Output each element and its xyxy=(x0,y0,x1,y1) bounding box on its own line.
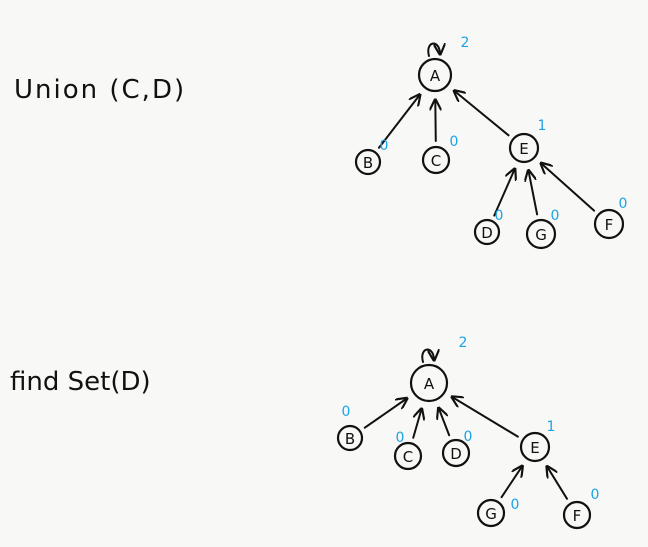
edge-b-to-a xyxy=(363,399,406,429)
node-circle xyxy=(473,218,501,246)
node-b: B0 xyxy=(336,404,364,452)
node-f: F0 xyxy=(562,487,600,530)
node-c: C0 xyxy=(421,134,459,175)
root-self-loop xyxy=(427,42,440,57)
node-circle xyxy=(562,500,592,530)
node-label: D xyxy=(450,445,462,463)
node-circle xyxy=(525,218,557,250)
node-d: D0 xyxy=(441,429,473,468)
edge-f-to-e xyxy=(548,467,569,500)
node-circle xyxy=(417,57,453,93)
edge-c-to-a xyxy=(412,410,421,439)
union-operation-label: Union (C,D) xyxy=(14,75,186,105)
node-rank: 2 xyxy=(459,335,468,351)
node-label: G xyxy=(535,226,547,244)
node-a: A2 xyxy=(417,35,470,93)
node-circle xyxy=(421,145,451,175)
node-circle xyxy=(393,441,423,471)
node-label: G xyxy=(485,505,497,523)
node-rank: 0 xyxy=(396,430,405,446)
node-rank: 0 xyxy=(342,404,351,420)
node-circle xyxy=(336,424,364,452)
node-e: E1 xyxy=(519,419,556,463)
node-label: D xyxy=(481,224,493,242)
node-c: C0 xyxy=(393,430,423,471)
node-circle xyxy=(519,431,551,463)
edge-g-to-e xyxy=(500,467,522,499)
node-rank: 0 xyxy=(380,138,389,154)
node-rank: 0 xyxy=(495,208,504,224)
node-rank: 0 xyxy=(450,134,459,150)
node-g: G0 xyxy=(525,208,560,250)
node-rank: 0 xyxy=(464,429,473,445)
node-a: A2 xyxy=(409,335,468,403)
union-edges xyxy=(377,42,596,217)
findset-operation-label: find Set(D) xyxy=(10,367,151,397)
node-rank: 0 xyxy=(591,487,600,503)
root-self-loop xyxy=(421,348,434,363)
node-label: E xyxy=(519,140,528,158)
node-label: B xyxy=(345,430,355,448)
node-f: F0 xyxy=(593,196,628,240)
node-circle xyxy=(354,148,382,176)
node-rank: 2 xyxy=(461,35,470,51)
node-label: C xyxy=(403,448,413,466)
node-e: E1 xyxy=(508,118,547,164)
node-rank: 1 xyxy=(538,118,547,134)
node-label: C xyxy=(431,152,441,170)
edge-g-to-e xyxy=(529,172,539,216)
node-rank: 1 xyxy=(547,419,556,435)
node-circle xyxy=(593,208,625,240)
edge-d-to-e xyxy=(493,170,514,217)
node-label: B xyxy=(363,154,373,172)
node-circle xyxy=(508,132,540,164)
node-rank: 0 xyxy=(619,196,628,212)
node-label: A xyxy=(430,67,441,85)
node-b: B0 xyxy=(354,138,389,176)
node-rank: 0 xyxy=(551,208,560,224)
node-rank: 0 xyxy=(511,497,520,513)
node-circle xyxy=(409,363,449,403)
edge-e-to-a xyxy=(455,91,510,137)
edge-d-to-a xyxy=(439,409,451,437)
findset-edges xyxy=(363,348,569,500)
edge-b-to-a xyxy=(377,96,419,149)
edge-e-to-a xyxy=(453,397,519,438)
node-d: D0 xyxy=(473,208,504,246)
node-circle xyxy=(441,438,471,468)
node-label: F xyxy=(605,216,614,234)
node-label: F xyxy=(573,507,582,525)
node-circle xyxy=(476,498,506,528)
edge-f-to-e xyxy=(542,164,596,212)
node-label: A xyxy=(424,375,435,393)
node-label: E xyxy=(530,439,539,457)
